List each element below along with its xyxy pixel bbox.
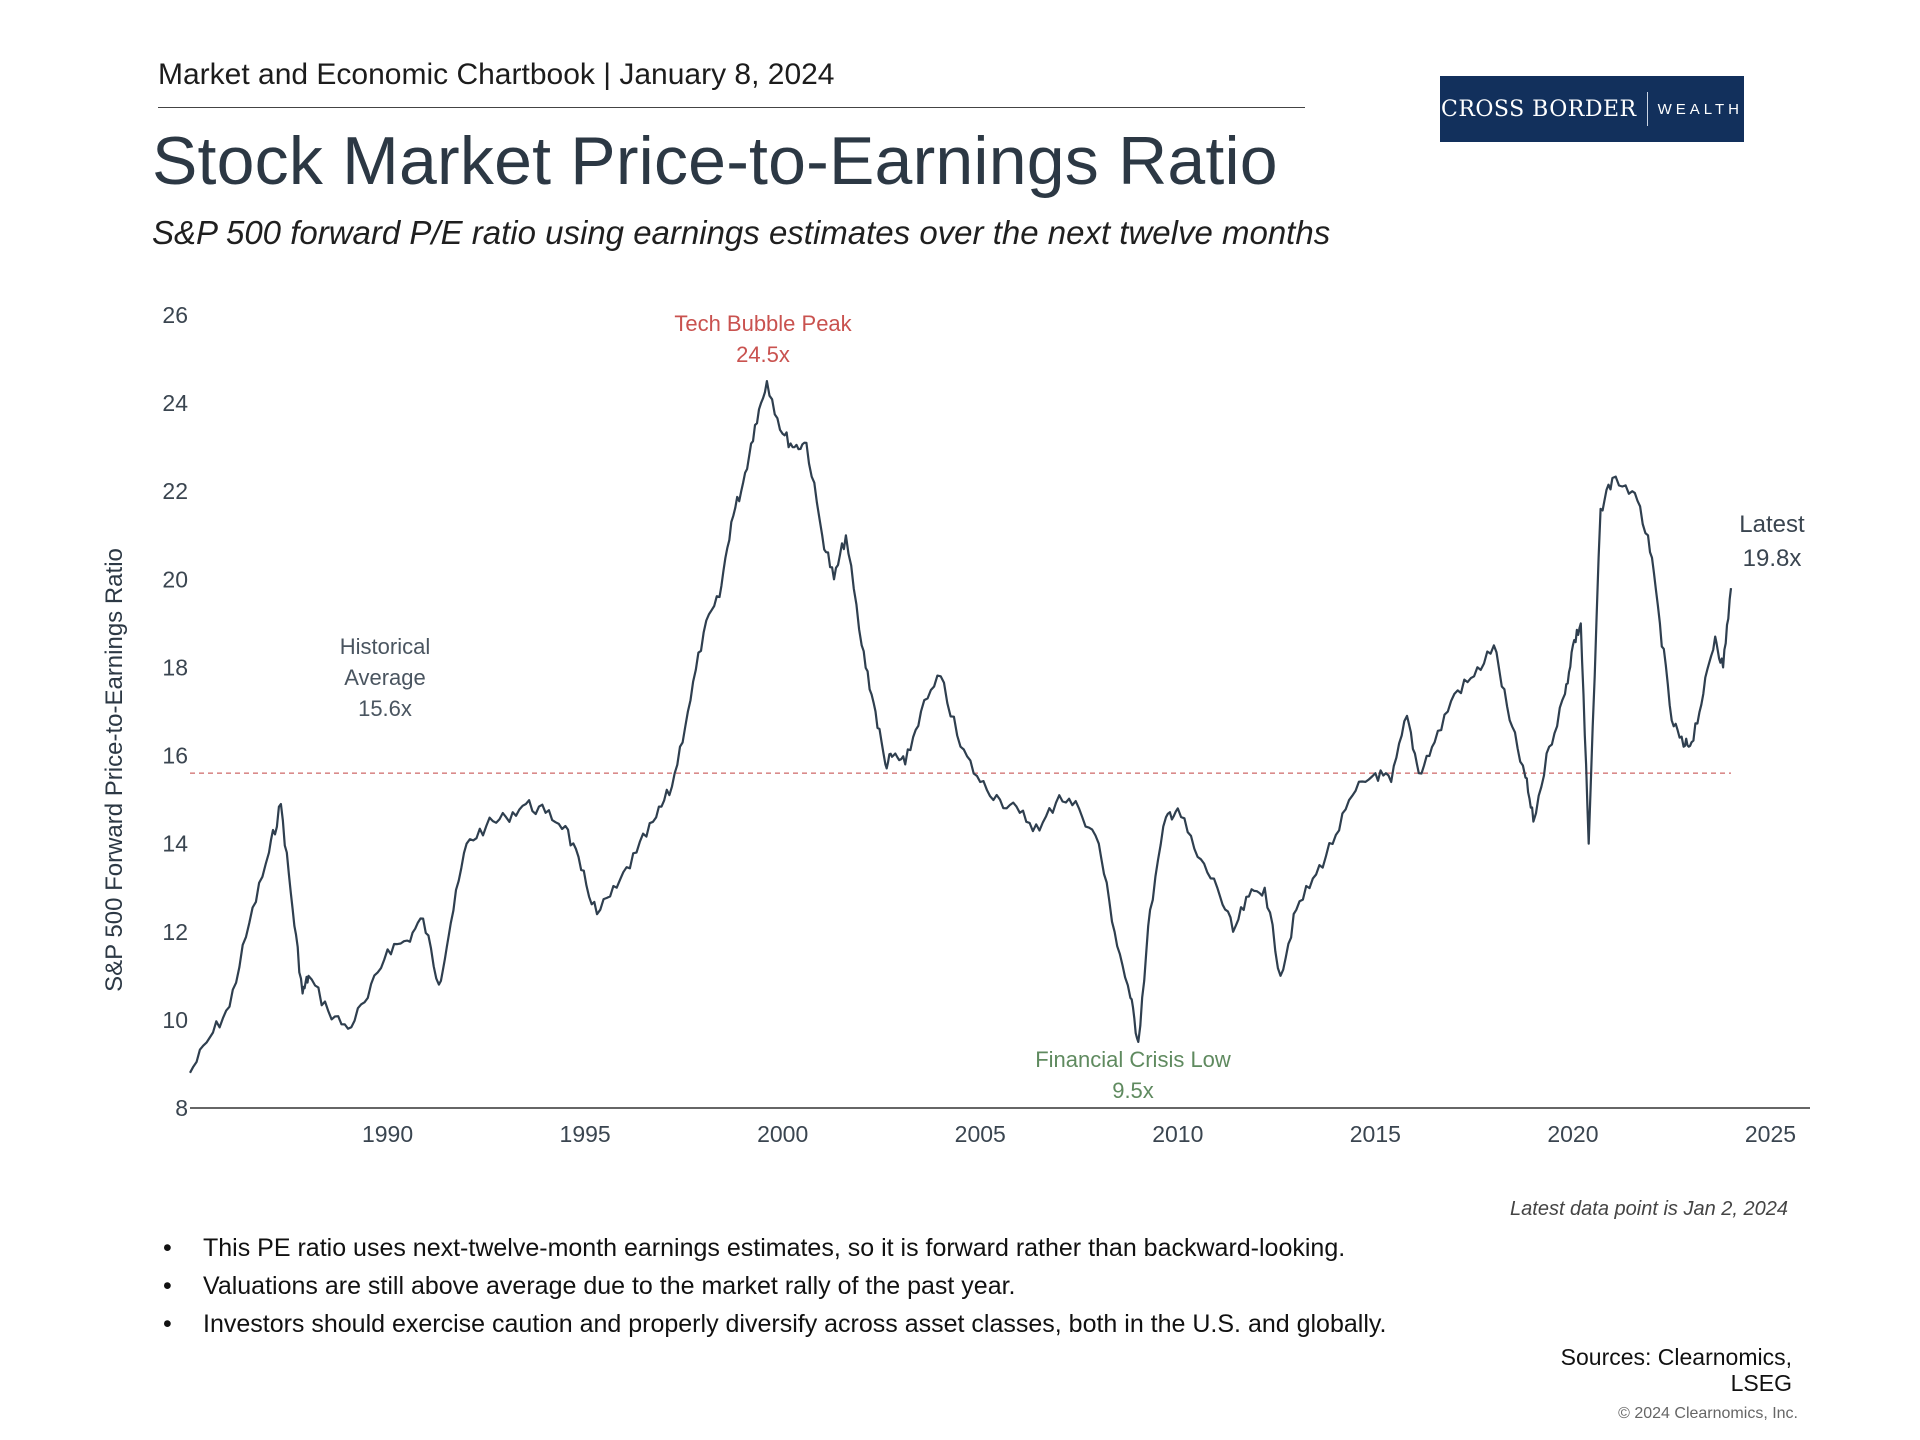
logo-right-text: WEALTH [1657,100,1744,118]
x-tick-label: 2020 [1547,1121,1598,1147]
y-tick-label: 26 [162,302,188,328]
x-tick-label: 2000 [757,1121,808,1147]
page-title: Stock Market Price-to-Earnings Ratio [152,123,1278,199]
annotations: Historical Average 15.6x Tech Bubble Pea… [340,311,1805,1103]
bullet-text: Investors should exercise caution and pr… [203,1310,1387,1338]
sources-line2: LSEG [1730,1370,1792,1396]
latest-label: Latest [1739,511,1805,538]
y-tick-label: 22 [162,478,188,504]
sources-line1: Sources: Clearnomics, [1560,1344,1792,1370]
bullet-text: This PE ratio uses next-twelve-month ear… [203,1234,1346,1262]
bullet-dot: • [163,1310,172,1338]
y-axis-title-group: S&P 500 Forward Price-to-Earnings Ratio [101,548,128,992]
chartbook-header: Market and Economic Chartbook | January … [158,58,835,91]
y-axis-title: S&P 500 Forward Price-to-Earnings Ratio [101,548,128,992]
copyright: © 2024 Clearnomics, Inc. [1618,1405,1798,1422]
cross-border-wealth-logo: CROSS BORDER WEALTH [1440,76,1744,142]
y-tick-label: 12 [162,919,188,945]
y-tick-label: 16 [162,743,188,769]
tech-bubble-peak-value: 24.5x [736,342,790,367]
x-tick-label: 1995 [560,1121,611,1147]
bullet-item: • Valuations are still above average due… [163,1270,1403,1302]
logo-left-text: CROSS BORDER [1440,96,1637,122]
y-tick-label: 18 [162,654,188,680]
historical-average-value: 15.6x [358,696,412,721]
x-tick-label: 2025 [1745,1121,1796,1147]
y-tick-label: 20 [162,566,188,592]
pe-ratio-series-line [189,380,1733,1074]
historical-average-label-line1: Historical [340,634,430,659]
pe-ratio-chart: S&P 500 Forward Price-to-Earnings Ratio … [101,302,1810,1147]
x-tick-label: 2015 [1350,1121,1401,1147]
tech-bubble-peak-label: Tech Bubble Peak [674,311,852,336]
latest-data-note: Latest data point is Jan 2, 2024 [1510,1198,1788,1220]
bullet-dot: • [163,1272,172,1300]
historical-average-label-line2: Average [344,665,426,690]
financial-crisis-low-value: 9.5x [1112,1078,1154,1103]
latest-value: 19.8x [1743,545,1802,572]
bullet-list: • This PE ratio uses next-twelve-month e… [163,1232,1403,1346]
bullet-text: Valuations are still above average due t… [203,1272,1016,1300]
y-tick-label: 8 [175,1095,188,1121]
bullet-dot: • [163,1234,172,1262]
bullet-item: • Investors should exercise caution and … [163,1308,1403,1340]
x-tick-label: 1990 [362,1121,413,1147]
x-ticks: 1990 1995 2000 2005 2010 2015 2020 2025 [362,1121,1796,1147]
sources: Sources: Clearnomics, LSEG [1480,1344,1792,1396]
y-tick-label: 14 [162,831,188,857]
bullet-item: • This PE ratio uses next-twelve-month e… [163,1232,1403,1264]
logo-separator [1646,92,1648,126]
header-divider [158,107,1305,108]
y-tick-label: 24 [162,390,188,416]
x-tick-label: 2010 [1152,1121,1203,1147]
y-ticks: 8 10 12 14 16 18 20 22 24 26 [162,302,188,1121]
y-tick-label: 10 [162,1007,188,1033]
x-tick-label: 2005 [955,1121,1006,1147]
page-subtitle: S&P 500 forward P/E ratio using earnings… [152,214,1331,251]
financial-crisis-low-label: Financial Crisis Low [1035,1047,1231,1072]
